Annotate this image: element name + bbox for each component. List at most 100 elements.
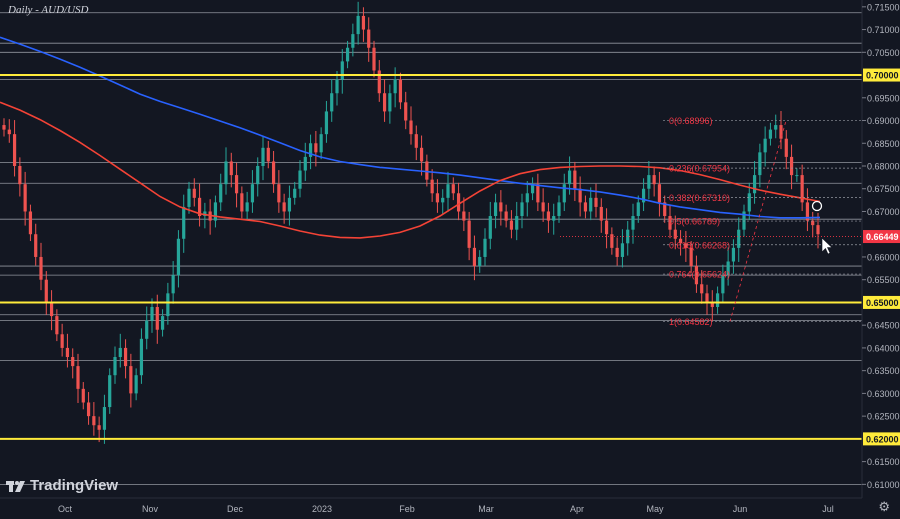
time-tick-label: Apr [570, 504, 584, 514]
candle-body [758, 152, 762, 176]
candle-body [425, 161, 429, 180]
candle-body [663, 202, 667, 217]
candle-body [55, 316, 59, 335]
candle-body [742, 211, 746, 230]
price-tick-label: 0.63000 [867, 389, 900, 399]
candle-body [113, 357, 117, 376]
price-tick-label: 0.64000 [867, 343, 900, 353]
candle-body [250, 184, 255, 203]
candle-body [187, 188, 191, 207]
candle-body [28, 211, 33, 235]
candle-body [636, 202, 640, 217]
candle-body [499, 202, 503, 212]
candle-body [774, 125, 778, 130]
time-axis-panel [0, 498, 900, 519]
price-tick-label: 0.69500 [867, 93, 900, 103]
gear-icon[interactable]: ⚙ [878, 499, 890, 514]
candle-body [145, 320, 149, 339]
candle-body [166, 293, 170, 317]
candle-body [92, 416, 96, 426]
candle-body [721, 275, 725, 294]
candle-body [631, 216, 635, 230]
fib-level-label: 1(0.64582) [669, 317, 713, 327]
candle-body [197, 197, 202, 217]
current-price-label: 0.66449 [866, 232, 899, 242]
candle-body [805, 202, 810, 221]
candle-body [509, 220, 514, 230]
candle-body [176, 238, 181, 276]
candle-body [789, 156, 794, 176]
tradingview-logo: TradingView [6, 477, 118, 494]
candle-body [599, 206, 603, 221]
price-tick-label: 0.62500 [867, 412, 900, 422]
candle-body [129, 366, 133, 394]
candle-body [552, 216, 556, 221]
price-tick-label: 0.63500 [867, 366, 900, 376]
candle-body [583, 202, 588, 212]
candle-body [356, 15, 360, 35]
moving-average-red [0, 101, 821, 239]
price-tick-label: 0.66000 [867, 252, 900, 262]
candle-body [752, 175, 757, 194]
candle-body [7, 129, 11, 135]
candle-body [388, 93, 392, 112]
time-tick-label: Nov [142, 504, 159, 514]
candle-body [811, 220, 815, 226]
key-level-badge-label: 0.70000 [866, 71, 899, 81]
candle-body [472, 247, 477, 267]
candle-body [779, 125, 783, 139]
candle-body [689, 247, 693, 267]
price-tick-label: 0.64500 [867, 321, 900, 331]
candle-body [441, 197, 445, 203]
candle-body [710, 302, 714, 307]
candle-body [277, 184, 281, 203]
fib-level-label: 0.618(0.66268) [669, 240, 730, 250]
candle-body [536, 184, 540, 203]
candle-body [351, 34, 355, 48]
time-tick-label: Mar [478, 504, 494, 514]
candle-body [171, 275, 175, 294]
fib-level-label: 0.764(0.65624) [669, 270, 730, 280]
candle-body [705, 293, 709, 303]
brand-name: TradingView [30, 477, 119, 494]
candle-body [287, 197, 292, 212]
candle-body [578, 188, 582, 203]
candle-body [44, 279, 48, 303]
candle-body [641, 188, 646, 203]
candle-body [435, 193, 440, 203]
candle-body [303, 156, 307, 171]
candle-body [615, 247, 619, 257]
candle-body [192, 188, 196, 198]
candle-body [604, 220, 609, 235]
candle-body [2, 125, 6, 130]
candle-body [367, 29, 371, 48]
candle-body [319, 134, 323, 153]
candle-body [520, 202, 524, 217]
price-tick-label: 0.65500 [867, 275, 900, 285]
candle-body [139, 338, 144, 376]
candle-body [324, 111, 329, 135]
candle-body [393, 79, 397, 94]
candle-body [377, 70, 381, 94]
candle-body [150, 306, 154, 321]
candle-body [314, 143, 318, 153]
candle-body [118, 347, 122, 358]
candle-body [573, 170, 577, 189]
candle-body [382, 93, 387, 112]
current-price-badge [863, 230, 900, 244]
candle-body [345, 47, 350, 62]
candle-body [123, 347, 128, 367]
candle-body [234, 175, 239, 194]
candle-body [726, 261, 730, 276]
candle-body [34, 234, 38, 257]
candle-body [335, 79, 339, 94]
candle-body [240, 193, 244, 212]
candle-body [800, 175, 804, 203]
candle-body [18, 166, 22, 185]
price-tick-label: 0.61000 [867, 480, 900, 490]
price-tick-label: 0.71000 [867, 25, 900, 35]
time-tick-label: 2023 [312, 504, 332, 514]
crosshair-marker [811, 200, 823, 212]
candle-body [446, 184, 450, 198]
